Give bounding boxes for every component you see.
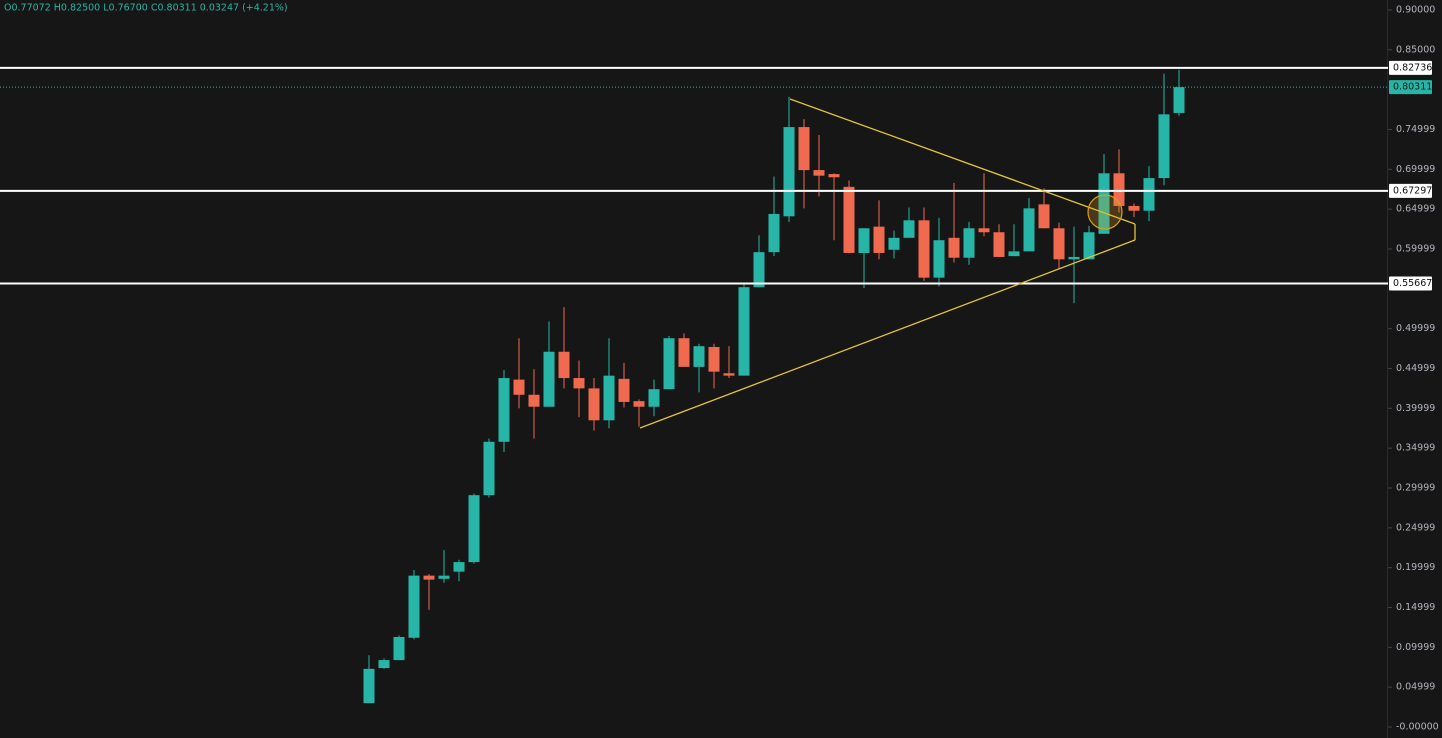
y-tick-label: 0.14999 [1396, 602, 1435, 613]
candle-body [798, 127, 810, 171]
candle-body [753, 252, 765, 288]
candle-body [588, 388, 600, 421]
candle-body [468, 495, 480, 563]
candle-body [858, 228, 870, 253]
y-tick-label: 0.59999 [1396, 243, 1435, 254]
ohlc-header: O0.77072 H0.82500 L0.76700 C0.80311 0.03… [4, 3, 288, 14]
candle-body [918, 220, 930, 278]
candle-body [693, 346, 705, 367]
candle-body [783, 127, 795, 217]
candle-body [483, 441, 495, 496]
candle-body [933, 240, 945, 278]
level-label: 0.67297 [1393, 185, 1432, 196]
trendline [639, 239, 1136, 429]
candle-body [843, 186, 855, 253]
candle-body [723, 373, 735, 376]
candle-body [738, 287, 750, 376]
y-tick-label: 0.49999 [1396, 323, 1435, 334]
y-tick-label: 0.85000 [1396, 44, 1435, 55]
pattern-annotation [639, 98, 1136, 429]
y-tick-label: 0.90000 [1396, 4, 1435, 15]
candle-body [1143, 178, 1155, 211]
candle-body [1008, 251, 1020, 257]
candle-body [498, 378, 510, 442]
y-tick-label: 0.39999 [1396, 403, 1435, 414]
y-tick-label: 0.69999 [1396, 164, 1435, 175]
candle-body [1068, 256, 1080, 260]
candle-body [663, 338, 675, 390]
level-label-box [1389, 60, 1432, 75]
y-tick-label: 0.29999 [1396, 482, 1435, 493]
candle-body [423, 575, 435, 580]
candle-body [453, 562, 465, 572]
candle-body [888, 237, 900, 250]
level-label-box [1389, 276, 1432, 291]
candle-body [1113, 173, 1125, 206]
candle-body [963, 228, 975, 258]
y-tick-label: 0.24999 [1396, 522, 1435, 533]
candle-body [978, 228, 990, 233]
candle-body [408, 575, 420, 638]
y-tick-label: 0.74999 [1396, 124, 1435, 135]
candle-body [363, 668, 375, 704]
level-label: 0.82736 [1393, 62, 1432, 73]
candle-body [1158, 114, 1170, 179]
candle-body [1038, 204, 1050, 229]
candle-body [573, 378, 585, 389]
candle-body [603, 375, 615, 421]
candle-body [1023, 208, 1035, 252]
candle-body [1128, 205, 1140, 211]
candle-body [618, 378, 630, 402]
price-axis: 0.90000 0.85000 0.74999 0.69999 0.64999 0.599… [1388, 4, 1439, 733]
candle-body [393, 636, 405, 661]
candle-body [438, 575, 450, 579]
trendline [789, 98, 1136, 225]
y-tick-label: -0.00000 [1396, 722, 1439, 733]
candle-body [828, 174, 840, 178]
candle-body [528, 394, 540, 407]
candle-body [903, 220, 915, 238]
candle-body [993, 232, 1005, 257]
candle-body [558, 351, 570, 379]
y-tick-label: 0.34999 [1396, 443, 1435, 454]
y-tick-label: 0.44999 [1396, 363, 1435, 374]
level-label-box [1389, 183, 1432, 198]
last-price-box [1389, 80, 1432, 95]
level-label: 0.55667 [1393, 278, 1432, 289]
candle-body [648, 389, 660, 407]
candle-body [378, 660, 390, 669]
candle-body [513, 379, 525, 395]
candle-body [708, 346, 720, 372]
candle-body [543, 351, 555, 407]
y-tick-label: 0.09999 [1396, 642, 1435, 653]
plot [0, 66, 1388, 704]
y-tick-label: 0.64999 [1396, 204, 1435, 215]
candle-body [1083, 232, 1095, 260]
candle-body [633, 401, 645, 407]
candle-body [678, 338, 690, 367]
y-tick-label: 0.04999 [1396, 682, 1435, 693]
candle-body [1173, 87, 1185, 113]
candle-body [1098, 173, 1110, 234]
highlight-circle [1087, 194, 1123, 230]
candle-body [813, 170, 825, 176]
candle-body [768, 213, 780, 253]
y-tick-label: 0.19999 [1396, 562, 1435, 573]
candle-body [1053, 228, 1065, 260]
last-price-label: 0.80311 [1393, 82, 1432, 93]
candle-body [873, 226, 885, 253]
candle-body [948, 237, 960, 258]
